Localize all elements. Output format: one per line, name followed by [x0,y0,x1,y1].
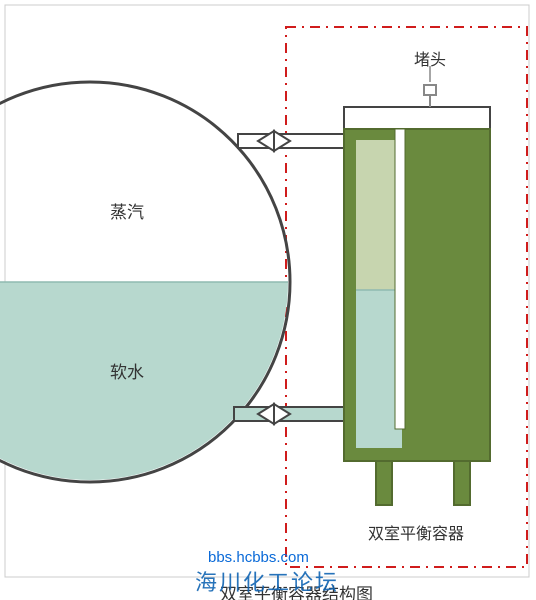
balancer-vessel [344,66,490,505]
label-steam: 蒸汽 [110,198,144,223]
watermark-url: bbs.hcbbs.com [208,549,309,566]
tank-water [0,282,300,502]
diagram-canvas: 蒸汽 软水 堵头 双室平衡容器 双室平衡容器结构图 bbs.hcbbs.com … [0,0,536,600]
plug-head [424,85,436,95]
balancer-leg-right [454,461,470,505]
label-balancer: 双室平衡容器 [368,520,464,544]
watermark-text: 海川化工论坛 [195,565,339,597]
top-pipe [238,131,360,151]
label-soft-water: 软水 [110,358,144,383]
diagram-svg [0,0,536,600]
label-plug: 堵头 [414,46,446,70]
balancer-leg-left [376,461,392,505]
